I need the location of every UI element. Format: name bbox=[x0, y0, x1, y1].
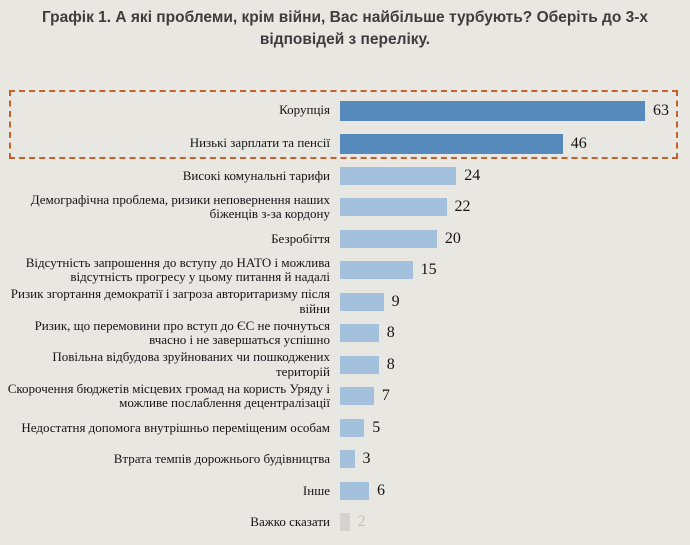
category-label: Ризик, що перемовини про вступ до ЄС не … bbox=[34, 317, 330, 348]
bar-row: Недостатня допомога внутрішньо переміщен… bbox=[0, 412, 690, 444]
bar-track: 22 bbox=[340, 198, 690, 217]
bar-row: Скорочення бюджетів місцевих громад на к… bbox=[0, 381, 690, 413]
category-label: Високі комунальні тарифи bbox=[182, 167, 330, 183]
category-label: Скорочення бюджетів місцевих громад на к… bbox=[7, 380, 330, 411]
category-label: Втрата темпів дорожнього будівництва bbox=[113, 451, 330, 466]
bar-value: 8 bbox=[386, 324, 395, 342]
bar-row: Важко сказати 2 bbox=[0, 507, 690, 539]
bar-track: 6 bbox=[340, 481, 690, 500]
bar-track: 15 bbox=[340, 261, 690, 280]
bar-row: Ризик, що перемовини про вступ до ЄС не … bbox=[0, 318, 690, 350]
bar bbox=[340, 229, 437, 248]
bar-track: 7 bbox=[340, 387, 690, 406]
bar bbox=[340, 450, 355, 469]
bar-value: 2 bbox=[357, 513, 366, 531]
bar-value: 63 bbox=[653, 101, 669, 119]
bar-track: 24 bbox=[340, 166, 690, 185]
bar-track: 9 bbox=[340, 292, 690, 311]
category-label: Безробіття bbox=[271, 230, 330, 246]
bar-row: Безробіття 20 bbox=[0, 223, 690, 255]
bar-row: Низькі зарплати та пенсії 46 bbox=[0, 127, 690, 160]
bar bbox=[340, 292, 384, 311]
chart-title: Графік 1. А які проблеми, крім війни, Ва… bbox=[41, 9, 649, 48]
bar-value: 8 bbox=[386, 355, 395, 373]
bar-row: Корупція 63 bbox=[0, 94, 690, 127]
bar-row: Ризик згортання демократії і загроза авт… bbox=[0, 286, 690, 318]
bar bbox=[340, 355, 379, 374]
bar-track: 8 bbox=[340, 324, 690, 343]
category-label: Корупція bbox=[279, 102, 330, 118]
bar-track: 5 bbox=[340, 418, 690, 437]
bar-chart: Корупція 63 Низькі зарплати та пенсії 46 Вис… bbox=[0, 94, 690, 538]
bar-value: 5 bbox=[372, 418, 381, 436]
bar-value: 15 bbox=[420, 261, 437, 279]
bar-value: 24 bbox=[464, 166, 481, 184]
category-label: Недостатня допомога внутрішньо переміщен… bbox=[21, 419, 330, 435]
bar-row: Демографічна проблема, ризики неповернен… bbox=[0, 192, 690, 224]
bar-row: Повільна відбудова зруйнованих чи пошкод… bbox=[0, 349, 690, 381]
bar-track: 46 bbox=[340, 133, 690, 154]
bar bbox=[340, 324, 379, 343]
bar bbox=[340, 513, 350, 532]
category-label: Важко сказати bbox=[250, 514, 330, 529]
bar-value: 9 bbox=[391, 292, 400, 310]
bar-value: 22 bbox=[454, 198, 471, 216]
bar-row: Втрата темпів дорожнього будівництва 3 bbox=[0, 444, 690, 476]
bar-track: 8 bbox=[340, 355, 690, 374]
category-label: Ризик згортання демократії і загроза авт… bbox=[10, 286, 330, 316]
bar bbox=[340, 198, 447, 217]
category-label: Повільна відбудова зруйнованих чи пошкод… bbox=[52, 349, 330, 379]
bar bbox=[340, 261, 413, 280]
category-label: Відсутність запрошення до вступу до НАТО… bbox=[25, 254, 330, 285]
category-label: Демографічна проблема, ризики неповернен… bbox=[30, 191, 330, 222]
bar-track: 20 bbox=[340, 229, 690, 248]
bar bbox=[340, 418, 365, 437]
bar-row: Відсутність запрошення до вступу до НАТО… bbox=[0, 255, 690, 287]
bar-track: 2 bbox=[340, 513, 690, 532]
bar bbox=[340, 100, 645, 121]
bar-track: 63 bbox=[340, 100, 690, 121]
bar-value: 46 bbox=[570, 134, 587, 152]
bar bbox=[340, 166, 457, 185]
bar-row: Високі комунальні тарифи 24 bbox=[0, 160, 690, 192]
bar bbox=[340, 481, 370, 500]
bar-value: 20 bbox=[444, 229, 461, 247]
category-label: Низькі зарплати та пенсії bbox=[189, 135, 330, 151]
bar bbox=[340, 387, 374, 406]
bar-track: 3 bbox=[340, 450, 690, 469]
bar bbox=[340, 133, 563, 154]
bar-value: 6 bbox=[377, 481, 386, 499]
category-label: Інше bbox=[302, 482, 330, 498]
bar-value: 3 bbox=[362, 450, 371, 468]
bar-row: Інше 6 bbox=[0, 475, 690, 507]
bar-value: 7 bbox=[381, 387, 390, 405]
